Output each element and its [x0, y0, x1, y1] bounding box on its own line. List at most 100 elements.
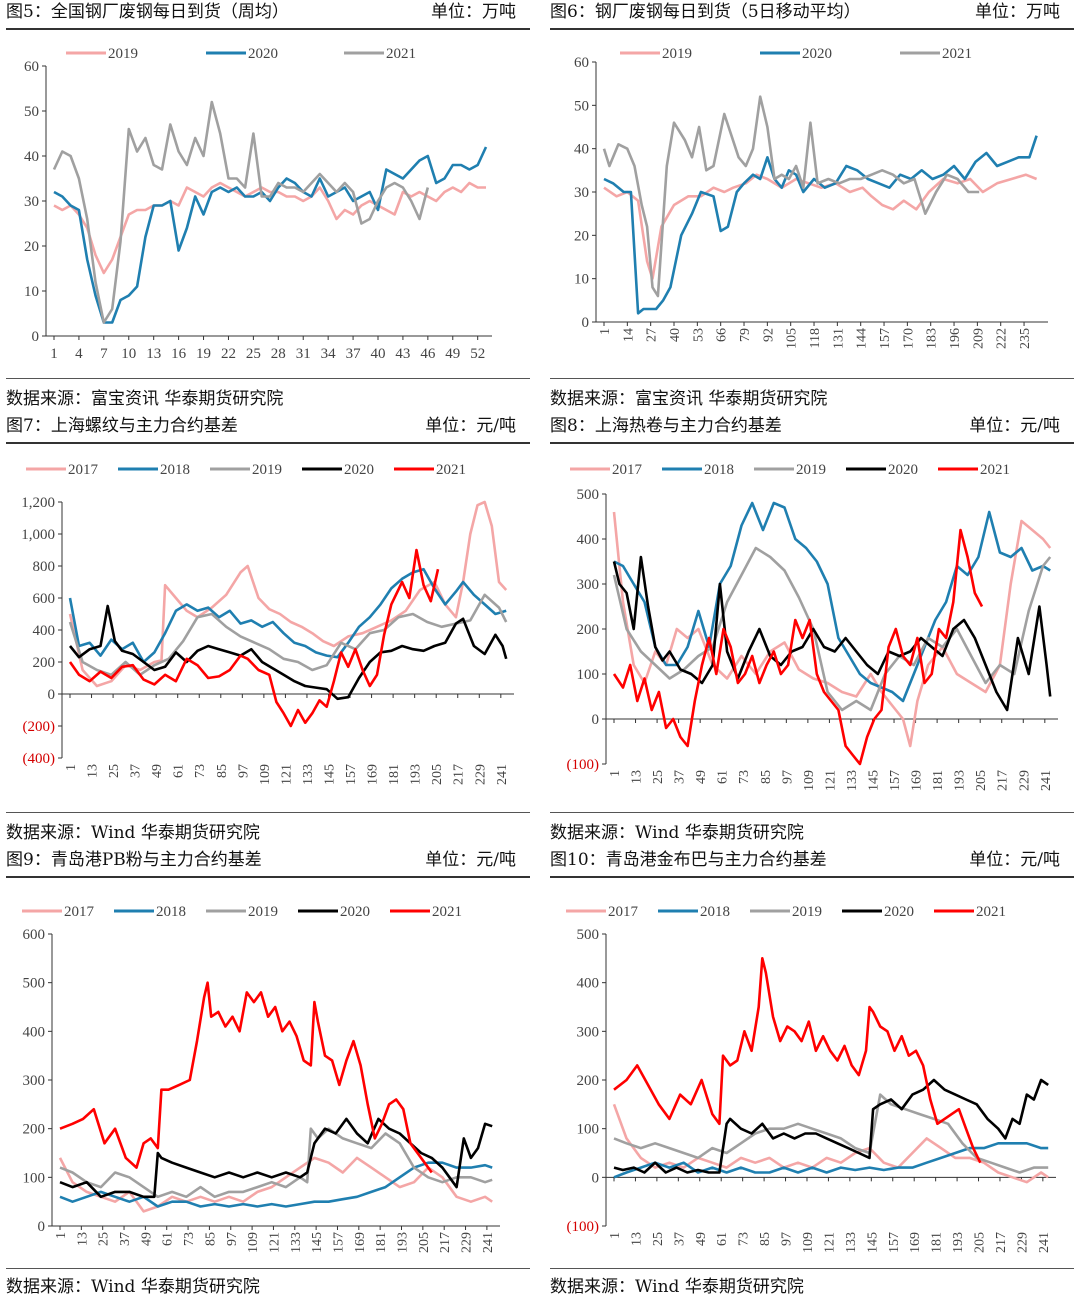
- y-tick-label: 800: [33, 559, 56, 575]
- x-tick-label: 13: [629, 1232, 644, 1246]
- x-tick-label: 25: [651, 1232, 666, 1246]
- x-tick-label: 145: [322, 764, 337, 785]
- series-line-2017: [68, 500, 508, 688]
- x-tick-label: 241: [481, 1232, 496, 1253]
- y-tick-label: (100): [567, 757, 600, 773]
- x-tick-label: 61: [716, 770, 731, 784]
- chart-title: 图10：青岛港金布巴与主力合约基差: [550, 850, 827, 870]
- x-tick-label: 133: [844, 1232, 859, 1253]
- source-rule: [6, 1268, 530, 1269]
- chart-title: 图7：上海螺纹与主力合约基差: [6, 416, 238, 436]
- chart-source: 数据来源：Wind 华泰期货研究院: [550, 1277, 804, 1297]
- series-line-2018: [68, 567, 507, 664]
- x-tick-label: 205: [973, 1232, 988, 1253]
- title-rule: [6, 442, 530, 444]
- chart-source: 数据来源：富宝资讯 华泰期货研究院: [550, 389, 828, 409]
- series-line-2019: [59, 1127, 493, 1199]
- y-tick-label: 400: [577, 976, 600, 992]
- legend-label-2018: 2018: [700, 904, 730, 920]
- legend-label-2021: 2021: [432, 904, 462, 920]
- legend-label-2020: 2020: [344, 462, 374, 478]
- y-tick-label: 50: [24, 104, 39, 120]
- x-tick-label: 145: [865, 1232, 880, 1253]
- y-tick-label: 400: [33, 623, 56, 639]
- x-tick-label: 235: [1018, 328, 1033, 349]
- series-line-2020: [612, 555, 1052, 712]
- x-tick-label: 46: [420, 346, 436, 362]
- series-line-2021: [613, 957, 982, 1164]
- source-rule: [550, 378, 1074, 379]
- source-rule: [6, 378, 530, 379]
- x-tick-label: 133: [289, 1232, 304, 1253]
- x-tick-label: 1: [608, 1232, 623, 1239]
- y-tick-label: 600: [33, 591, 56, 607]
- x-tick-label: 145: [866, 770, 881, 791]
- y-tick-label: 0: [582, 315, 590, 331]
- legend-label-2018: 2018: [156, 904, 186, 920]
- x-tick-label: 1: [54, 1232, 69, 1239]
- x-tick-label: 4: [75, 346, 83, 362]
- y-tick-label: 500: [577, 927, 600, 943]
- x-tick-label: 34: [321, 346, 337, 362]
- y-tick-label: (100): [567, 1219, 600, 1235]
- x-tick-label: 109: [246, 1232, 261, 1253]
- x-tick-label: 66: [715, 328, 730, 342]
- x-tick-label: 85: [203, 1232, 218, 1246]
- title-rule: [550, 28, 1074, 30]
- x-tick-label: 181: [374, 1232, 389, 1253]
- x-tick-label: 169: [366, 764, 381, 785]
- x-tick-label: 14: [621, 328, 636, 342]
- x-tick-label: 181: [930, 1232, 945, 1253]
- x-tick-label: 121: [823, 770, 838, 791]
- legend-label-2021: 2021: [386, 46, 416, 62]
- y-tick-label: 500: [577, 487, 600, 503]
- legend-label-2017: 2017: [68, 462, 99, 478]
- x-tick-label: 193: [396, 1232, 411, 1253]
- y-tick-label: 30: [574, 185, 589, 201]
- y-tick-label: 100: [577, 667, 600, 683]
- series-line-2018: [613, 1142, 1049, 1179]
- x-tick-label: 1: [608, 770, 623, 777]
- x-tick-label: 121: [267, 1232, 282, 1253]
- series-line-2021: [68, 548, 440, 728]
- x-tick-label: 49: [150, 764, 165, 778]
- y-tick-label: 0: [592, 1170, 600, 1186]
- y-tick-label: 1,000: [21, 527, 55, 543]
- chart-unit: 单位：元/吨: [425, 850, 516, 870]
- chart-unit: 单位：元/吨: [969, 850, 1060, 870]
- x-tick-label: 37: [672, 1232, 687, 1246]
- x-tick-label: 92: [761, 328, 776, 342]
- y-tick-label: 500: [23, 976, 46, 992]
- series-line-2019: [612, 546, 1052, 712]
- x-tick-label: 169: [908, 1232, 923, 1253]
- legend-label-2018: 2018: [704, 462, 734, 478]
- legend-label-2021: 2021: [436, 462, 466, 478]
- series-line-2021: [52, 100, 430, 324]
- chart-panel-fig9: 图9：青岛港PB粉与主力合约基差 单位：元/吨 0 100 200 300 400 500…: [6, 848, 530, 1297]
- source-rule: [550, 1268, 1074, 1269]
- x-tick-label: 157: [344, 764, 359, 785]
- chart-title: 图6：钢厂废钢每日到货（5日移动平均）: [550, 2, 861, 22]
- title-rule: [6, 876, 530, 878]
- legend-label-2019: 2019: [108, 46, 138, 62]
- series-line-2021: [602, 95, 980, 298]
- chart-fig10: (100) 0 100 200 300 400 500 1 13 25 37 49 61 73 85 97 10…: [566, 904, 1056, 1253]
- series-line-2019: [68, 593, 508, 677]
- x-tick-label: 193: [409, 764, 424, 785]
- series-line-2020: [68, 604, 508, 701]
- legend-label-2020: 2020: [340, 904, 370, 920]
- series-line-2021: [612, 528, 984, 766]
- chart-panel-fig10: 图10：青岛港金布巴与主力合约基差 单位：元/吨 (100) 0 100 200 300…: [550, 848, 1074, 1297]
- x-tick-label: 97: [780, 1232, 795, 1246]
- y-tick-label: 10: [24, 284, 39, 300]
- x-tick-label: 193: [953, 770, 968, 791]
- series-line-2018: [613, 501, 1051, 703]
- x-tick-label: 181: [931, 770, 946, 791]
- x-tick-label: 97: [225, 1232, 240, 1246]
- x-tick-label: 217: [996, 770, 1011, 791]
- chart-source: 数据来源：Wind 华泰期货研究院: [550, 823, 804, 843]
- chart-source: 数据来源：Wind 华泰期货研究院: [6, 1277, 260, 1297]
- y-tick-label: 200: [577, 1073, 600, 1089]
- x-tick-label: 79: [738, 328, 753, 342]
- chart-panel-fig7: 图7：上海螺纹与主力合约基差 单位：元/吨 (400) (200) 0 200 400 6…: [6, 414, 530, 843]
